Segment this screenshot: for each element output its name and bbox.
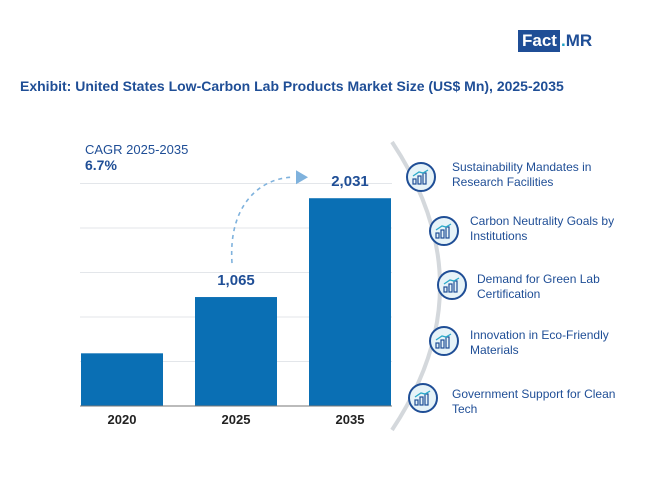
driver-label: Government Support for Clean Tech bbox=[452, 387, 616, 416]
cagr-label: CAGR 2025-2035 bbox=[85, 142, 189, 157]
chart-title: Exhibit: United States Low-Carbon Lab Pr… bbox=[20, 78, 564, 94]
driver-label: Innovation in Eco-Friendly Materials bbox=[470, 328, 609, 357]
factmr-logo: Fact .MR bbox=[518, 30, 592, 52]
bar-chart-growth-icon bbox=[429, 216, 459, 246]
driver-label: Sustainability Mandates in Research Faci… bbox=[452, 160, 592, 189]
growth-arrow-head bbox=[296, 170, 308, 185]
bar-2025 bbox=[195, 297, 277, 406]
x-tick-label: 2025 bbox=[222, 412, 251, 427]
x-tick-label: 2020 bbox=[108, 412, 137, 427]
growth-arrow-path bbox=[230, 176, 295, 264]
bar-chart-growth-icon bbox=[408, 383, 438, 413]
x-tick-label: 2035 bbox=[336, 412, 365, 427]
driver-label: Demand for Green Lab Certification bbox=[477, 272, 600, 301]
driver-label: Carbon Neutrality Goals by Institutions bbox=[470, 214, 615, 243]
bar-2035 bbox=[309, 198, 391, 406]
data-label: 2,031 bbox=[331, 173, 369, 190]
bar-2020 bbox=[81, 353, 163, 406]
logo-fact: Fact bbox=[518, 30, 560, 52]
bar-chart-growth-icon bbox=[429, 326, 459, 356]
bar-chart-growth-icon bbox=[406, 162, 436, 192]
data-label: 1,065 bbox=[217, 272, 255, 289]
bar-chart-growth-icon bbox=[437, 270, 467, 300]
cagr-value: 6.7% bbox=[85, 157, 117, 173]
logo-mr: .MR bbox=[560, 31, 593, 50]
